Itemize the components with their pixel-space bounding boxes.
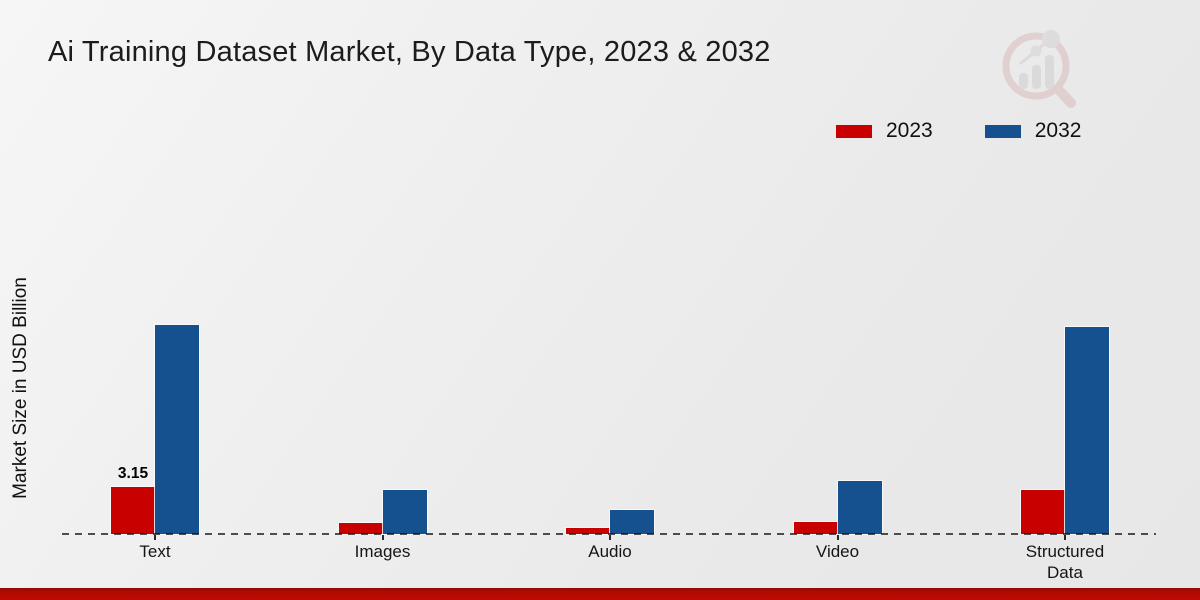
- bar-2032-structured-data: [1064, 325, 1110, 535]
- legend-swatch-2032: [984, 124, 1021, 138]
- x-label-video: Video: [815, 542, 860, 561]
- bar-2023-images: [337, 521, 384, 535]
- bar-2023-text: [110, 486, 156, 535]
- bar-2032-video: [836, 479, 883, 535]
- x-tick-images: [381, 535, 384, 540]
- bar-2023-audio: [565, 527, 611, 535]
- x-label-images: Images: [354, 542, 411, 561]
- bar-2023-video: [792, 521, 839, 535]
- x-tick-text: [154, 535, 156, 540]
- legend-label-2023: 2023: [886, 119, 933, 142]
- bar-2032-text: [154, 324, 200, 535]
- legend-label-2032: 2032: [1034, 119, 1082, 142]
- bar-value-2023-text: 3.15: [117, 465, 149, 483]
- bar-2023-structured-data: [1020, 488, 1066, 535]
- x-axis-baseline: [62, 533, 1156, 535]
- y-axis-label: Market Size in USD Billion: [10, 277, 31, 499]
- chart-title: Ai Training Dataset Market, By Data Type…: [48, 36, 771, 68]
- footer-accent-bar: [0, 588, 1200, 600]
- legend-swatch-2023: [836, 124, 872, 138]
- magnifier-chart-logo-icon: [1002, 30, 1076, 108]
- x-label-structured-data: Structured Data: [1025, 542, 1105, 583]
- x-label-audio: Audio: [588, 542, 632, 561]
- x-label-text: Text: [139, 542, 171, 561]
- bar-2032-audio: [609, 508, 655, 536]
- bar-2032-images: [381, 488, 428, 535]
- x-tick-audio: [609, 535, 611, 540]
- legend-item-2023: 2023: [836, 119, 933, 143]
- legend-item-2032: 2032: [984, 119, 1082, 143]
- legend: 2023 2032: [836, 119, 1081, 143]
- x-tick-video: [836, 535, 839, 540]
- x-tick-structured-data: [1064, 535, 1066, 540]
